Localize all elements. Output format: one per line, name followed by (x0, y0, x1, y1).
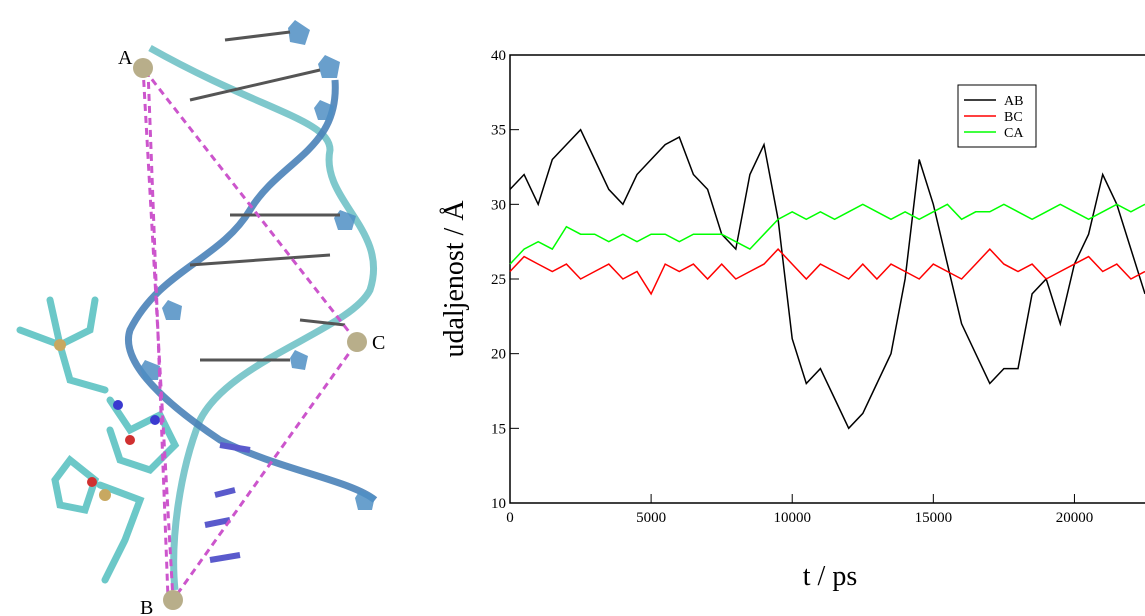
y-tick-label: 30 (491, 197, 506, 213)
x-tick-label: 15000 (915, 510, 953, 526)
y-tick-label: 40 (491, 48, 506, 64)
point-label: A (118, 47, 133, 69)
y-tick-label: 25 (491, 272, 506, 288)
x-tick-label: 5000 (636, 510, 666, 526)
series-line (509, 128, 1145, 430)
y-tick-label: 10 (491, 496, 506, 512)
y-axis-label: udaljenost / Å (439, 200, 470, 358)
plot-frame (509, 54, 1145, 504)
series-line (509, 248, 1145, 296)
x-tick-label: 10000 (773, 510, 811, 526)
x-tick-label: 20000 (1056, 510, 1094, 526)
y-tick-label: 35 (491, 123, 506, 139)
legend-label: BC (1004, 110, 1023, 125)
point-label: B (140, 597, 153, 616)
y-tick-label: 15 (491, 421, 506, 437)
series-line (509, 203, 1145, 265)
y-tick-label: 20 (491, 347, 506, 363)
x-axis-label: t / ps (803, 561, 857, 592)
x-tick-label: 0 (506, 510, 514, 526)
legend-label: AB (1004, 94, 1023, 109)
point-label: C (372, 332, 385, 354)
molecule: A B C (16, 20, 385, 616)
legend-label: CA (1004, 126, 1024, 141)
